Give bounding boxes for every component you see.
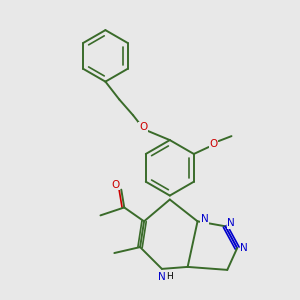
Text: N: N	[158, 272, 166, 282]
Text: H: H	[167, 272, 173, 281]
Text: N: N	[240, 243, 248, 253]
Text: N: N	[227, 218, 235, 228]
Text: N: N	[201, 214, 208, 224]
Text: O: O	[209, 139, 218, 149]
Text: O: O	[139, 122, 147, 132]
Text: O: O	[111, 180, 119, 190]
